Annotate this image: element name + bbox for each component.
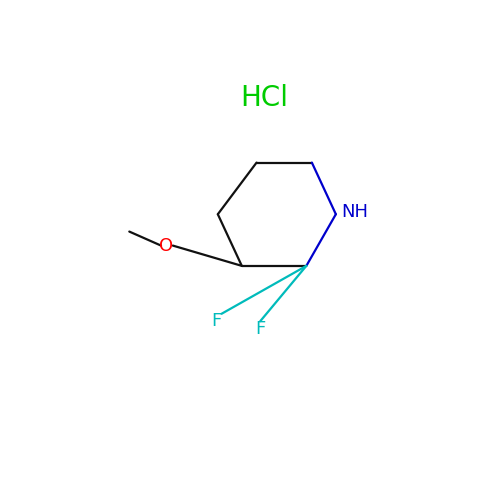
Text: NH: NH bbox=[342, 204, 368, 221]
Text: F: F bbox=[255, 319, 265, 338]
Text: O: O bbox=[159, 237, 173, 254]
Text: HCl: HCl bbox=[240, 84, 288, 112]
Text: F: F bbox=[211, 312, 221, 330]
